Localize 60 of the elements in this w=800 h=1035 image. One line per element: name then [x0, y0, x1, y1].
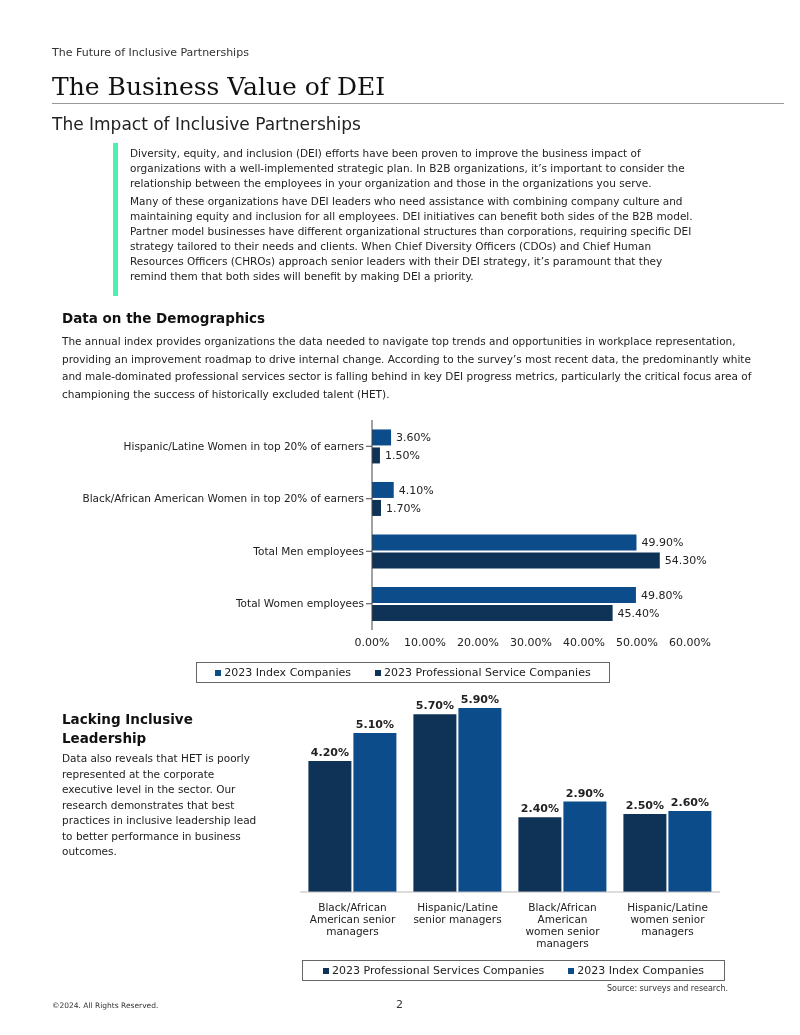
data-label: 5.90%	[460, 693, 499, 706]
bar	[372, 586, 636, 603]
x-tick-label: 0.00%	[354, 635, 390, 649]
data-label: 3.60%	[396, 431, 432, 445]
x-tick-label: 60.00%	[669, 635, 711, 649]
x-tick-label: 30.00%	[510, 635, 552, 649]
bar	[372, 481, 394, 498]
y-tick-label: Hispanic/Latine Women in top 20% of earners	[123, 439, 364, 452]
y-tick-label: Total Women employees	[234, 597, 364, 610]
y-tick-label: Black/African American Women in top 20% of earners	[82, 492, 364, 505]
bar	[668, 810, 712, 892]
data-label: 2.60%	[670, 795, 709, 809]
x-tick-label: Black/African American senior managers	[309, 901, 396, 938]
text: The Future of Inclusive Partnerships	[52, 46, 249, 59]
text: Diversity, equity, and inclusion (DEI) efforts have been proven to improve the business impact of organizations with a well-implemented strategic plan. In B2B organizations, it’s important to consider the relationship between the employees in your organization and those in the organizations you serve.	[130, 146, 686, 191]
text: Data also reveals that HET is poorly represented at the corporate executive level in the sector. Our research demonstrates that best practices in inclusive leadership lead to better performance in business outcomes.	[62, 751, 258, 859]
data-label: 1.50%	[384, 449, 420, 463]
bar	[353, 732, 397, 892]
x-tick-label: Hispanic/Latine senior managers	[413, 901, 502, 926]
data-label: 2.90%	[565, 786, 604, 800]
data-label: 2.40%	[520, 802, 559, 816]
x-tick-label: 40.00%	[563, 635, 605, 649]
bar	[372, 534, 637, 551]
text: Many of these organizations have DEI leaders who need assistance with combining company culture and maintaining equity and inclusion for all employees. DEI initiatives can benefit both sides of the B2B model. Partner model businesses have different organizational structures than corporations, requiring specific DEI strategy tailored to their needs and clients. When Chief Diversity Officers (CDOs) and Chief Human Resources Officers (CHROs) approach senior leaders with their DEI strategy, it’s paramount that they remind them that both sides will benefit by making DEI a priority.	[130, 194, 694, 284]
bar	[372, 429, 392, 446]
bar	[372, 604, 613, 621]
data-label: 49.80%	[640, 588, 683, 602]
text: Data on the Demographics	[62, 310, 266, 326]
data-label: 54.30%	[664, 554, 707, 568]
chart-title: The Business Value of DEI	[52, 72, 784, 104]
bar	[518, 817, 562, 892]
bar	[372, 552, 660, 569]
legend-label: 2023 Index Companies	[223, 666, 352, 679]
data-label: 5.70%	[415, 699, 454, 713]
data-label: 49.90%	[641, 536, 684, 550]
bar	[563, 801, 607, 892]
text: Lacking Inclusive Leadership	[62, 710, 194, 748]
x-tick-label: 50.00%	[616, 635, 658, 649]
data-label: 5.10%	[355, 717, 394, 731]
data-label: 2.50%	[625, 799, 664, 813]
text: The Impact of Inclusive Partnerships	[52, 114, 361, 134]
bar	[623, 814, 667, 892]
source-note: Source: surveys and research.	[606, 984, 728, 993]
y-tick-label: Total Men employees	[252, 544, 364, 557]
x-tick-label: 10.00%	[404, 635, 446, 649]
legend-label: 2023 Professional Services Companies	[331, 964, 545, 977]
legend-label: 2023 Index Companies	[576, 964, 704, 977]
data-label: 1.70%	[386, 501, 421, 515]
text: 2	[396, 998, 403, 1011]
x-tick-label: Black/African American women senior managers	[525, 901, 601, 950]
data-label: 45.40%	[617, 606, 660, 620]
bar	[458, 708, 502, 892]
bar	[308, 761, 352, 892]
bar	[413, 714, 457, 892]
data-label: 4.20%	[310, 746, 349, 760]
x-tick-label: 20.00%	[457, 635, 499, 649]
data-label: 4.10%	[398, 483, 434, 497]
legend-label: 2023 Professional Service Companies	[383, 666, 591, 679]
text: The annual index provides organizations the data needed to navigate top trends and opportunities in workplace representation, providing an improvement roadmap to drive internal change. According to the survey’s most recent data, the predominantly white and male-dominated professional services sector is falling behind in key DEI progress metrics, particularly the critical focus area of championing the success of historically excluded talent (HET).	[62, 334, 752, 402]
x-tick-label: Hispanic/Latine women senior managers	[627, 901, 708, 938]
